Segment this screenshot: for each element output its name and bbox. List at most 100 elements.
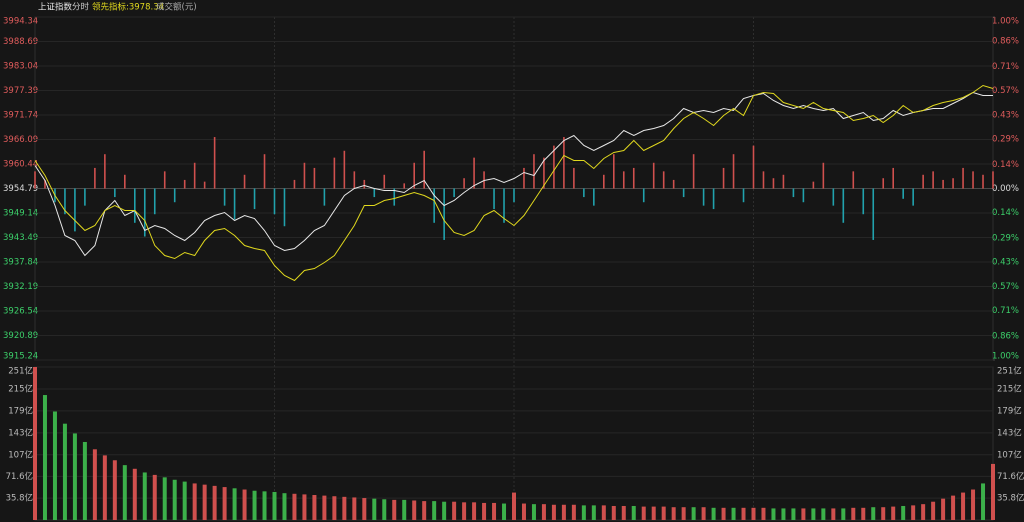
volume-bar: [561, 504, 566, 520]
y-tick-label: 3937.84: [3, 258, 38, 268]
volume-bar: [791, 508, 796, 520]
volume-bar: [721, 507, 726, 520]
volume-bar: [621, 505, 626, 520]
y-tick-label: 3915.24: [3, 352, 38, 362]
volume-bar: [781, 508, 786, 520]
volume-bar: [362, 498, 367, 520]
volume-bar: [33, 367, 37, 520]
y2-tick-label: 0.71%: [992, 62, 1019, 72]
y2-tick-label: 0.57%: [992, 86, 1019, 96]
volume-bar: [771, 508, 776, 520]
y2-tick-label: 35.8亿: [997, 493, 1024, 504]
volume-bar: [232, 488, 237, 520]
volume-bar: [961, 492, 966, 520]
y2-tick-label: 215亿: [997, 383, 1022, 394]
volume-bar: [681, 507, 686, 520]
volume-bar: [512, 492, 516, 520]
volume-bar: [731, 507, 736, 520]
volume-bar: [252, 490, 257, 520]
y2-tick-label: 0.86%: [992, 37, 1019, 47]
y-tick-label: 3960.44: [3, 160, 38, 170]
volume-bar: [811, 508, 816, 520]
volume-bar: [132, 468, 137, 520]
volume-bar: [691, 507, 696, 520]
volume-bar: [991, 463, 995, 520]
volume-bar: [751, 507, 756, 520]
volume-bar: [162, 477, 167, 520]
volume-bar: [242, 489, 247, 520]
y2-tick-label: 0.00%: [992, 184, 1019, 194]
volume-bar: [282, 493, 287, 520]
volume-bar: [531, 504, 536, 520]
y2-tick-label: 0.14%: [992, 160, 1019, 170]
volume-bar: [452, 501, 457, 520]
volume-bar: [192, 483, 197, 520]
y-tick-label: 3994.34: [3, 17, 38, 27]
volume-bar: [591, 505, 596, 520]
y-tick-label: 143亿: [8, 427, 33, 438]
price-line: [34, 84, 994, 282]
y-tick-label: 3954.79: [3, 184, 38, 194]
volume-bar: [292, 493, 297, 520]
y2-tick-label: 251亿: [997, 366, 1022, 377]
volume-bar: [541, 504, 546, 520]
y-tick-label: 3971.74: [3, 111, 38, 121]
volume-bar: [941, 498, 946, 520]
volume-bar: [492, 502, 497, 520]
volume-bar: [122, 465, 127, 520]
y-tick-label: 3926.54: [3, 307, 38, 317]
volume-bar: [302, 494, 307, 520]
volume-bar: [841, 508, 846, 520]
volume-bar: [581, 505, 586, 520]
volume-bar: [392, 499, 397, 520]
volume-bar: [312, 495, 317, 520]
y2-tick-label: 1.00%: [992, 352, 1019, 362]
volume-bar: [711, 507, 716, 520]
volume-bar: [521, 503, 526, 520]
y-tick-label: 215亿: [8, 383, 33, 394]
y-tick-label: 3943.49: [3, 233, 38, 243]
volume-bar: [202, 484, 207, 520]
y2-tick-label: 0.14%: [992, 208, 1019, 218]
volume-bar: [502, 503, 507, 520]
y-tick-label: 3988.69: [3, 37, 38, 47]
volume-bar: [372, 498, 377, 520]
y-tick-label: 3920.89: [3, 331, 38, 341]
y2-tick-label: 0.43%: [992, 258, 1019, 268]
volume-bar: [571, 504, 576, 520]
volume-bar: [911, 505, 916, 520]
y-tick-label: 71.6亿: [6, 471, 33, 482]
volume-bar: [601, 505, 606, 520]
volume-bar: [951, 495, 956, 520]
y2-tick-label: 0.29%: [992, 234, 1019, 244]
y-tick-label: 35.8亿: [6, 493, 33, 504]
volume-bar: [881, 507, 886, 520]
y2-tick-label: 179亿: [997, 405, 1022, 416]
volume-bar: [352, 497, 357, 520]
y-tick-label: 3966.09: [3, 135, 38, 145]
volume-bar: [921, 504, 926, 520]
volume-bar: [831, 508, 836, 520]
volume-bar: [412, 500, 417, 520]
y-tick-label: 3977.39: [3, 86, 38, 96]
volume-bar: [82, 441, 87, 520]
volume-bar: [92, 449, 97, 520]
volume-bar: [472, 502, 477, 520]
y2-tick-label: 0.57%: [992, 282, 1019, 292]
volume-bar: [701, 507, 706, 520]
volume-bar: [641, 506, 646, 520]
volume-bar: [72, 433, 77, 520]
volume-bar: [761, 507, 766, 520]
y2-tick-label: 143亿: [997, 427, 1022, 438]
volume-bar: [142, 472, 147, 520]
volume-bar: [182, 481, 187, 520]
volume-bar: [402, 499, 407, 520]
volume-bar: [432, 501, 437, 520]
volume-bar: [332, 496, 337, 520]
indicator-name: 领先指标:3978.34: [92, 2, 164, 13]
volume-bar: [482, 502, 487, 520]
y2-tick-label: 1.00%: [992, 17, 1019, 27]
